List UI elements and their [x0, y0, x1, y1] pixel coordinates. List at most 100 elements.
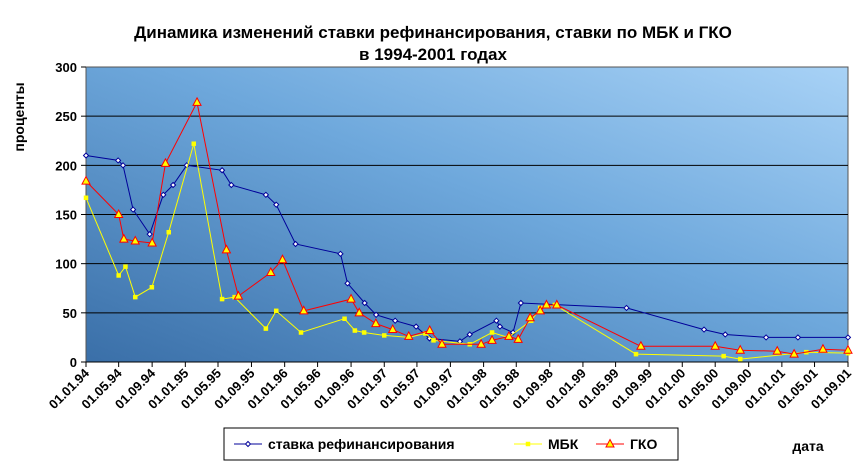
- point-gko-0: [81, 175, 91, 185]
- series-gko: [81, 96, 853, 358]
- point-gko-31: [789, 348, 799, 358]
- point-mbk-0: [83, 195, 89, 201]
- point-gko-13: [354, 307, 365, 317]
- point-refi-10: [262, 191, 270, 199]
- point-mbk-25: [633, 351, 639, 357]
- point-gko-2: [118, 233, 129, 243]
- point-refi-0: [82, 152, 90, 159]
- x-axis-label: дата: [792, 438, 824, 454]
- point-refi-25: [517, 299, 525, 307]
- point-refi-17: [391, 317, 399, 324]
- point-gko-25: [541, 299, 552, 309]
- point-refi-3: [129, 206, 137, 213]
- legend-marker-gko: [605, 438, 615, 448]
- chart-title-line1: Динамика изменений ставки рефинансирован…: [134, 23, 732, 42]
- point-gko-30: [772, 345, 783, 355]
- point-mbk-13: [352, 328, 358, 333]
- point-gko-33: [843, 344, 853, 354]
- point-mbk-14: [361, 330, 367, 335]
- y-tick-label-200: 200: [55, 158, 77, 173]
- point-refi-15: [361, 299, 368, 307]
- point-mbk-20: [489, 330, 495, 335]
- y-tick-label-300: 300: [55, 60, 77, 75]
- point-gko-28: [710, 340, 721, 350]
- point-gko-4: [147, 237, 157, 247]
- series-line-mbk: [85, 143, 849, 360]
- point-gko-26: [551, 299, 562, 309]
- point-refi-16: [372, 311, 380, 319]
- series-layer: [81, 96, 853, 362]
- point-mbk-26: [721, 353, 726, 359]
- point-gko-15: [387, 323, 398, 334]
- point-refi-21: [466, 331, 473, 338]
- point-gko-8: [233, 290, 244, 300]
- point-refi-14: [344, 280, 351, 287]
- legend-marker-mbk: [525, 441, 531, 447]
- point-gko-9: [265, 266, 276, 277]
- x-axis-ticks: 01.01.9401.05.9401.09.9401.01.9501.05.95…: [46, 361, 854, 412]
- point-refi-6: [169, 181, 177, 189]
- point-gko-29: [735, 344, 746, 354]
- point-refi-24: [509, 329, 517, 336]
- point-gko-24: [535, 305, 546, 315]
- legend-label-refi: ставка рефинансирования: [268, 436, 455, 452]
- y-axis-label: проценты: [11, 82, 27, 151]
- point-gko-11: [298, 305, 309, 315]
- point-gko-7: [221, 244, 232, 254]
- point-refi-29: [762, 334, 770, 341]
- point-mbk-11: [298, 330, 304, 335]
- point-gko-6: [192, 96, 202, 106]
- point-gko-21: [504, 330, 514, 340]
- y-tick-label-100: 100: [55, 257, 77, 272]
- point-refi-12: [292, 240, 299, 248]
- point-mbk-27: [737, 356, 743, 362]
- series-refi: [82, 152, 852, 345]
- point-mbk-6: [191, 141, 197, 146]
- point-refi-4: [146, 230, 153, 238]
- point-gko-16: [403, 330, 414, 340]
- point-refi-1: [114, 157, 122, 164]
- series-line-refi: [85, 155, 848, 342]
- point-gko-22: [513, 333, 523, 343]
- point-mbk-9: [263, 326, 269, 331]
- series-line-gko: [85, 100, 849, 355]
- chart-title-line2: в 1994-2001 годах: [359, 45, 507, 64]
- point-refi-22: [493, 317, 500, 324]
- legend-marker-refi: [244, 440, 252, 448]
- point-refi-5: [160, 191, 167, 199]
- point-gko-14: [370, 318, 381, 328]
- point-refi-18: [412, 323, 420, 330]
- point-gko-12: [346, 293, 356, 303]
- y-tick-label-0: 0: [70, 355, 77, 370]
- point-refi-31: [844, 334, 852, 341]
- point-refi-2: [119, 162, 127, 169]
- point-mbk-5: [166, 229, 171, 235]
- point-gko-1: [113, 208, 124, 218]
- point-mbk-3: [133, 294, 138, 300]
- point-gko-17: [424, 324, 435, 335]
- point-refi-26: [623, 304, 630, 312]
- point-gko-5: [160, 157, 171, 167]
- legend-label-mbk: МБК: [548, 436, 579, 452]
- y-tick-label-150: 150: [55, 208, 77, 223]
- point-mbk-7: [219, 296, 225, 302]
- y-tick-label-250: 250: [55, 109, 77, 124]
- point-refi-8: [218, 167, 226, 174]
- point-mbk-1: [116, 273, 121, 278]
- point-mbk-10: [273, 308, 279, 314]
- point-mbk-2: [123, 264, 128, 269]
- point-refi-27: [700, 326, 708, 333]
- point-refi-19: [426, 335, 433, 342]
- point-gko-10: [277, 254, 288, 264]
- point-refi-23: [496, 323, 504, 330]
- point-refi-13: [337, 250, 344, 258]
- gridlines: [86, 115, 848, 314]
- point-gko-19: [476, 338, 486, 348]
- y-tick-label-50: 50: [63, 306, 77, 321]
- point-gko-32: [818, 343, 828, 353]
- y-axis-ticks: 0 50 100 150 200 250 300: [55, 60, 86, 370]
- point-refi-11: [273, 201, 280, 208]
- point-refi-9: [228, 181, 235, 189]
- point-gko-23: [525, 312, 535, 322]
